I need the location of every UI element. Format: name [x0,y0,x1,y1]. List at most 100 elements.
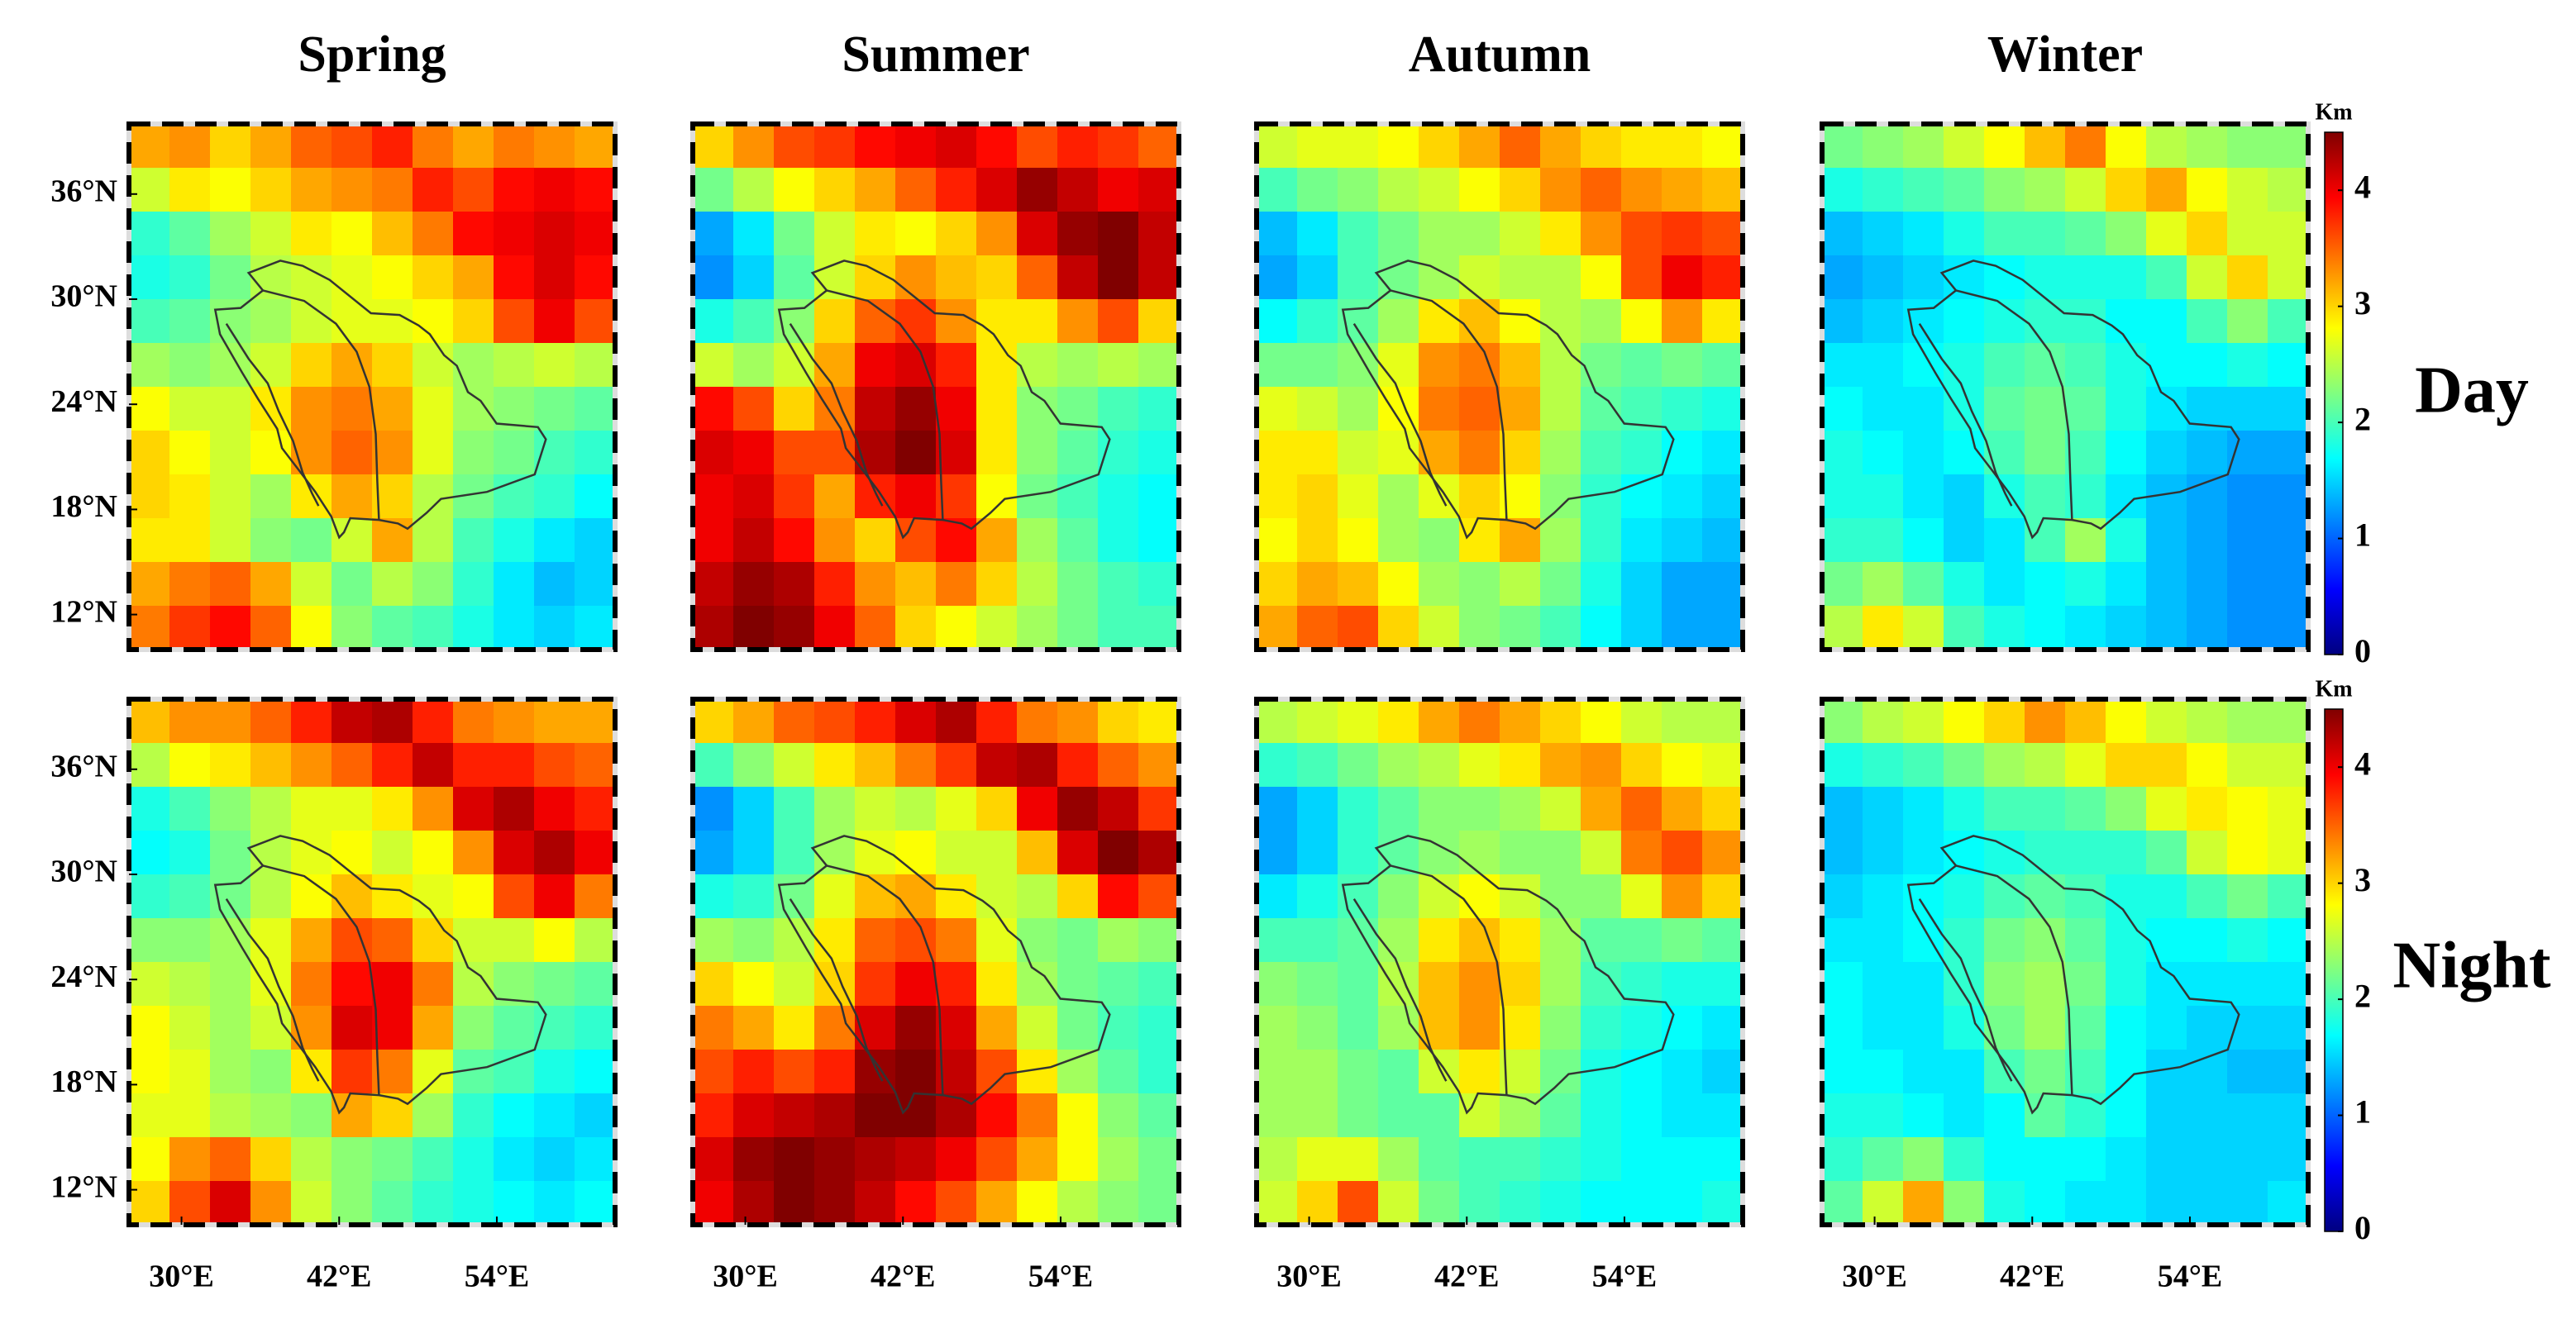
heat-cell [774,474,815,519]
heat-cell [453,831,494,875]
heat-cell [291,1093,332,1138]
colorbar-tick-label: 4 [2354,168,2371,205]
heat-cell [1378,699,1419,744]
heat-cell [372,1006,413,1050]
x-tick-label: 42°E [2000,1259,2065,1294]
y-tick-label: 12°N [50,1169,117,1204]
heat-cell [1138,1093,1180,1138]
heat-cell [210,787,251,831]
heat-cell [1257,1006,1298,1050]
heat-cell [2268,699,2309,744]
heat-cell [693,431,734,475]
heat-cell [1702,562,1744,607]
heat-cell [774,1050,815,1094]
heat-cell [2187,1137,2228,1182]
region-boundary [826,864,944,1096]
heat-cell [1540,431,1581,475]
heat-cell [2268,343,2309,388]
heat-cell [1702,431,1744,475]
heat-cell [1257,743,1298,788]
heat-cell [129,1181,170,1226]
heat-cell [129,699,170,744]
panel-border-dash [1254,697,1745,1227]
heat-cell [1338,124,1379,169]
heat-cell [1297,743,1338,788]
region-boundary [225,898,320,1082]
heat-cell [413,562,454,607]
heat-cell [332,431,373,475]
heat-cell [210,1137,251,1182]
heat-cell [1338,518,1379,563]
heat-cell [1500,787,1541,831]
heat-cell [2146,743,2187,788]
heat-cell [534,787,575,831]
heat-cell [1098,1137,1139,1182]
row-title: Night [2392,929,2550,1002]
heat-cell [895,212,937,256]
heat-cell [693,1050,734,1094]
heat-cell [1098,343,1139,388]
heat-cell [1500,212,1541,256]
heat-cell [2187,787,2228,831]
heat-cell [1822,606,1863,650]
heat-cell [1822,562,1863,607]
heat-cell [895,343,937,388]
heat-cell [936,299,977,344]
heat-cell [332,168,373,212]
heat-cell [976,212,1018,256]
heat-cell [855,212,896,256]
heat-cell [413,874,454,919]
heat-cell [453,1137,494,1182]
heat-cell [855,962,896,1007]
heat-cell [895,168,937,212]
heat-cell [1863,1137,1904,1182]
heat-cell [210,431,251,475]
x-tick-label: 54°E [465,1259,530,1294]
heat-cell [1297,1050,1338,1094]
map-panel [126,697,618,1227]
heat-cell [1662,387,1703,431]
heat-cell [814,606,856,650]
heat-cell [250,562,292,607]
heat-cell [2025,387,2066,431]
heat-cell [936,962,977,1007]
heat-cell [1863,343,1904,388]
heat-cell [774,787,815,831]
heat-cell [372,343,413,388]
heat-cell [855,743,896,788]
heat-cell [1621,831,1662,875]
heat-cell [1459,431,1500,475]
heat-cell [2065,518,2106,563]
heat-cell [1257,299,1298,344]
heat-cell [895,918,937,963]
heat-cell [1662,1181,1703,1226]
heat-cell [2187,874,2228,919]
heat-cell [291,1181,332,1226]
heat-cell [413,606,454,650]
colorbar-tick-label: 2 [2354,977,2371,1014]
heat-cell [169,1006,211,1050]
heat-cell [693,343,734,388]
heat-cell [2227,787,2268,831]
heat-cell [2025,168,2066,212]
heat-cell [1098,831,1139,875]
heat-cell [976,562,1018,607]
heat-cell [1662,831,1703,875]
heat-cell [291,562,332,607]
heat-cell [936,255,977,300]
heat-cell [2106,255,2147,300]
heat-cell [534,299,575,344]
heat-cell [453,343,494,388]
heat-cell [1903,918,1944,963]
heat-cell [2106,874,2147,919]
heat-cell [2268,518,2309,563]
heat-cell [1944,212,1985,256]
heat-cell [976,1006,1018,1050]
heat-cell [250,874,292,919]
heat-cell [534,518,575,563]
heat-cell [494,787,535,831]
heat-cell [814,124,856,169]
heat-cell [1662,299,1703,344]
heat-cell [1903,518,1944,563]
heat-cell [210,918,251,963]
